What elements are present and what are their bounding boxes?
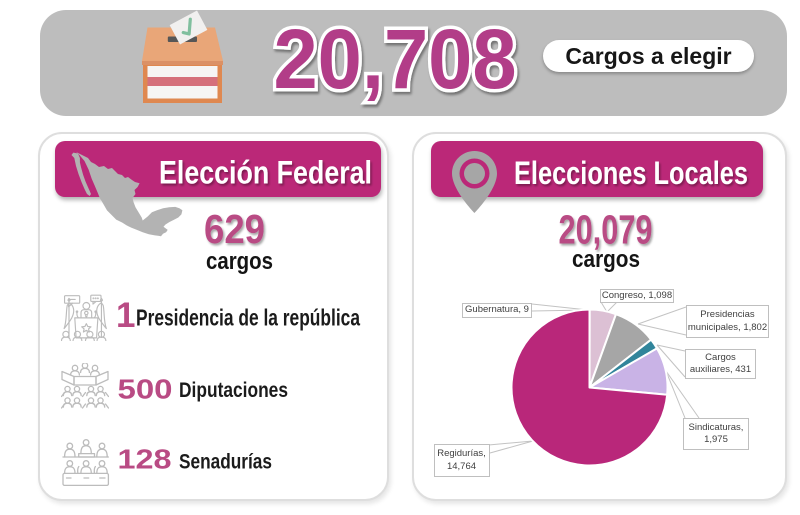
- svg-text:Elección Federal: Elección Federal: [159, 155, 372, 191]
- svg-text:Elecciones Locales: Elecciones Locales: [514, 155, 748, 191]
- svg-text:Senadurías: Senadurías: [179, 451, 272, 474]
- svg-text:500: 500: [118, 374, 173, 405]
- svg-text:20,708: 20,708: [274, 12, 517, 106]
- svg-text:629: 629: [204, 206, 265, 252]
- svg-text:1: 1: [116, 296, 135, 335]
- svg-text:Diputaciones: Diputaciones: [179, 379, 288, 402]
- svg-text:128: 128: [118, 444, 172, 475]
- svg-text:20,079: 20,079: [559, 207, 653, 253]
- svg-text:Presidencia de la república: Presidencia de la república: [136, 305, 360, 331]
- svg-text:cargos: cargos: [572, 246, 640, 273]
- svg-text:cargos: cargos: [206, 248, 273, 275]
